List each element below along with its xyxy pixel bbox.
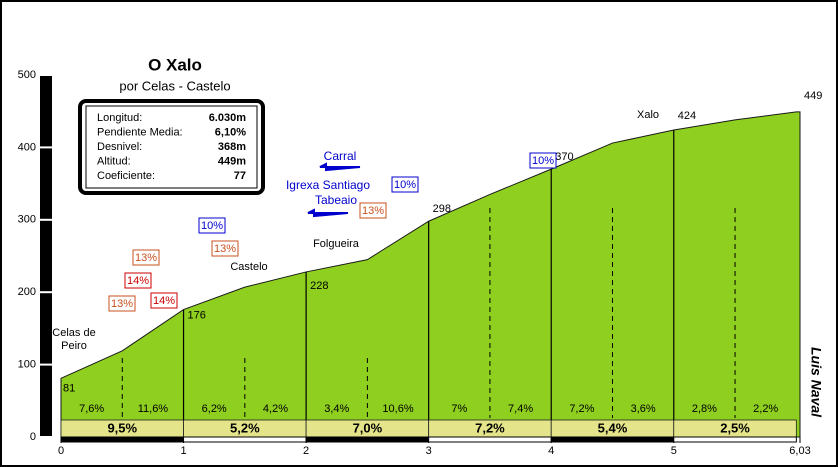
info-box — [78, 99, 265, 195]
elevation-label: 449 — [804, 90, 822, 102]
km-strip — [428, 436, 552, 443]
info-label: Pendiente Media: — [97, 126, 183, 138]
km-strip — [673, 436, 797, 443]
km-gradient: 7,0% — [353, 420, 383, 435]
info-box-inner — [85, 105, 258, 189]
y-tick-label: 400 — [18, 141, 36, 153]
info-value: 449m — [218, 155, 246, 167]
info-label: Desnivel: — [97, 141, 142, 153]
place-label: Castelo — [230, 261, 268, 273]
y-tick-label: 500 — [18, 69, 36, 81]
chart-title: O Xalo — [148, 55, 202, 74]
half-km-gradient: 6,2% — [202, 403, 227, 415]
y-tick-label: 0 — [30, 431, 36, 443]
landmark-label: Carral — [324, 149, 357, 163]
steep-label: 10% — [201, 220, 223, 232]
x-tick-label: 1 — [180, 445, 186, 457]
half-km-gradient: 7,4% — [508, 403, 533, 415]
landmark-label: Igrexa Santiago — [286, 178, 370, 192]
info-value: 6.030m — [209, 112, 247, 124]
half-km-gradient: 2,2% — [753, 403, 778, 415]
km-gradient: 5,4% — [598, 420, 628, 435]
y-tick-label: 200 — [18, 286, 36, 298]
author: Luis Naval — [808, 347, 824, 418]
km-gradient: 5,2% — [230, 420, 260, 435]
y-tick-label: 300 — [18, 214, 36, 226]
steep-label: 13% — [214, 243, 236, 255]
steep-box — [211, 240, 239, 257]
half-km-gradient: 10,6% — [382, 403, 413, 415]
km-gradient: 7,2% — [475, 420, 505, 435]
steep-label: 13% — [111, 298, 133, 310]
elevation-label: 228 — [310, 280, 328, 292]
steep-box — [132, 249, 160, 266]
info-label: Longitud: — [97, 112, 142, 124]
km-gradient: 2,5% — [720, 420, 750, 435]
half-km-gradient: 11,6% — [138, 403, 169, 415]
x-tick-label: 4 — [548, 445, 554, 457]
landmark-arrow — [307, 208, 349, 218]
steep-box — [198, 217, 226, 234]
km-strip — [60, 436, 185, 443]
info-label: Coeficiente: — [97, 170, 155, 182]
place-label: Folgueira — [313, 238, 359, 250]
steep-label: 14% — [127, 275, 149, 287]
elevation-label: 81 — [63, 382, 75, 394]
x-tick-label: 3 — [426, 445, 432, 457]
steep-label: 10% — [394, 179, 416, 191]
steep-box — [124, 272, 152, 289]
half-km-gradient: 7,2% — [569, 403, 594, 415]
half-km-gradient: 4,2% — [263, 403, 288, 415]
elevation-label: 176 — [188, 309, 206, 321]
info-value: 6,10% — [215, 126, 246, 138]
steep-label: 10% — [532, 155, 554, 167]
half-km-gradient: 3,4% — [324, 403, 349, 415]
half-km-gradient: 2,8% — [692, 403, 717, 415]
info-value: 368m — [218, 141, 246, 153]
steep-box — [108, 295, 136, 312]
info-label: Altitud: — [97, 155, 131, 167]
scale-bar — [40, 75, 52, 437]
info-value: 77 — [234, 170, 246, 182]
x-tick-label: 5 — [671, 445, 677, 457]
half-km-gradient: 7% — [451, 403, 467, 415]
km-strip — [183, 436, 307, 443]
km-gradient: 9,5% — [107, 420, 137, 435]
steep-box — [391, 176, 419, 193]
elevation-label: 298 — [433, 203, 451, 215]
km-strip — [305, 436, 430, 443]
landmark-arrow — [319, 162, 361, 172]
steep-label: 14% — [153, 295, 175, 307]
steep-label: 13% — [135, 252, 157, 264]
x-tick-label: 0 — [58, 445, 64, 457]
x-tick-label: 6,03 — [789, 445, 810, 457]
place-label: Xalo — [636, 109, 660, 121]
steep-label: 13% — [362, 205, 384, 217]
place-label: Celas de Peiro — [52, 327, 96, 352]
steep-box — [150, 292, 178, 309]
elevation-label: 424 — [678, 110, 696, 122]
half-km-gradient: 7,6% — [79, 403, 104, 415]
landmark-label: Tabeaio — [315, 193, 357, 207]
steep-box — [529, 152, 557, 169]
elevation-label: 370 — [555, 151, 573, 163]
steep-box — [359, 202, 387, 219]
half-km-gradient: 3,6% — [631, 403, 656, 415]
x-tick-label: 2 — [303, 445, 309, 457]
km-strip — [550, 436, 675, 443]
chart-subtitle: por Celas - Castelo — [119, 78, 230, 93]
y-tick-label: 100 — [18, 359, 36, 371]
